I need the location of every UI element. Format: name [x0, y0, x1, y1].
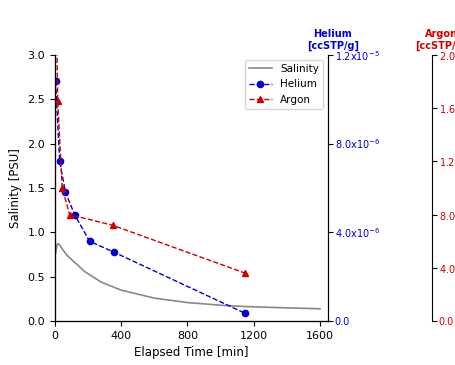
Salinity — [283, 306, 289, 310]
Y-axis label: Salinity [PSU]: Salinity [PSU] — [9, 148, 22, 228]
Helium — [86, 239, 92, 243]
Line: Argon: Argon — [52, 0, 248, 277]
Text: Argon
[ccSTP/g]: Argon [ccSTP/g] — [415, 29, 455, 51]
Helium — [57, 159, 62, 164]
Helium — [63, 190, 68, 195]
Text: Helium
[ccSTP/g]: Helium [ccSTP/g] — [306, 29, 358, 51]
Salinity — [81, 269, 87, 274]
Salinity — [63, 253, 69, 257]
Salinity — [53, 251, 58, 256]
Salinity — [52, 251, 57, 256]
Helium — [72, 212, 77, 217]
Salinity — [56, 242, 61, 246]
Salinity — [118, 288, 123, 292]
Argon — [67, 212, 72, 217]
Salinity — [317, 307, 322, 311]
Salinity — [217, 303, 223, 307]
Salinity — [54, 242, 60, 246]
Helium — [242, 311, 248, 316]
Salinity — [184, 300, 190, 305]
Salinity — [98, 280, 104, 284]
Salinity — [59, 245, 64, 250]
Line: Salinity: Salinity — [55, 244, 319, 309]
Salinity — [242, 304, 248, 309]
Salinity — [151, 296, 157, 300]
Argon — [59, 186, 65, 190]
Line: Helium: Helium — [52, 78, 248, 316]
Salinity — [70, 259, 76, 263]
X-axis label: Elapsed Time [min]: Elapsed Time [min] — [134, 346, 248, 360]
Helium — [53, 79, 58, 84]
Argon — [242, 271, 248, 276]
Helium — [111, 250, 117, 254]
Legend: Salinity, Helium, Argon: Salinity, Helium, Argon — [244, 60, 323, 109]
Argon — [110, 223, 115, 227]
Argon — [55, 99, 61, 104]
